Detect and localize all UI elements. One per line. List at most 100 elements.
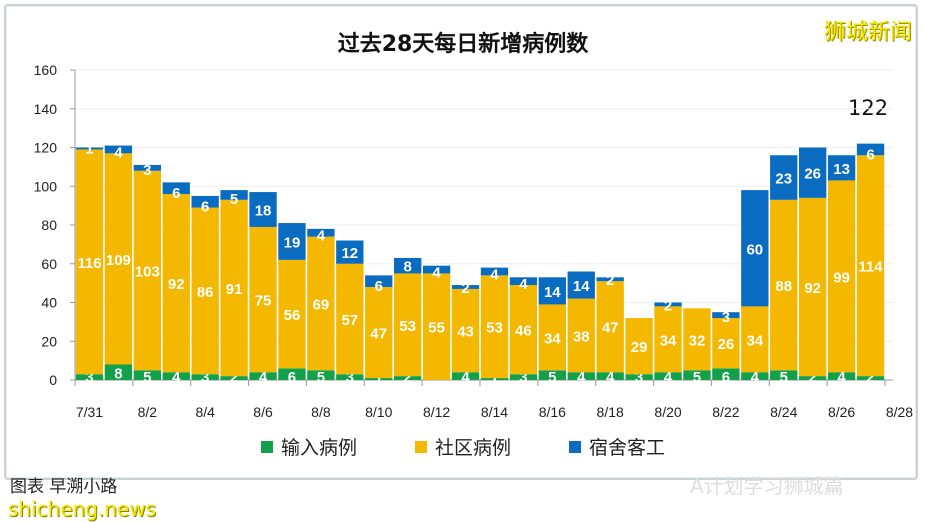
x-tick-label: 8/12 xyxy=(423,404,450,420)
data-label: 60 xyxy=(746,241,763,258)
bar-segment-community xyxy=(509,285,538,375)
bar-segment-community xyxy=(220,199,248,377)
bar-segment-community xyxy=(249,226,277,373)
y-tick-label: 0 xyxy=(49,372,57,388)
bar-segment-imported xyxy=(799,376,827,380)
data-label: 6 xyxy=(201,199,209,216)
bar-segment-imported xyxy=(625,374,653,380)
credit: 图表 早溯小路 xyxy=(10,477,118,497)
data-label: 99 xyxy=(833,269,850,286)
bar-segment-dorm xyxy=(191,195,219,208)
bar-segment-community xyxy=(712,318,740,369)
data-label: 38 xyxy=(573,328,590,345)
data-label: 6 xyxy=(172,185,180,202)
data-label: 4 xyxy=(577,369,586,386)
bar-segment-imported xyxy=(307,370,335,380)
bar-segment-dorm xyxy=(509,277,538,286)
bar-segment-imported xyxy=(365,378,393,380)
bar-segment-imported xyxy=(856,376,885,380)
data-label: 4 xyxy=(837,369,846,386)
bar-segment-imported xyxy=(220,376,248,380)
data-label: 92 xyxy=(168,276,185,293)
bar-segment-imported xyxy=(480,378,509,380)
data-label: 4 xyxy=(664,369,673,386)
data-label: 4 xyxy=(490,266,499,283)
bar-segment-imported xyxy=(336,374,364,380)
bar-segment-imported xyxy=(191,374,219,380)
data-label: 47 xyxy=(602,320,619,337)
data-label: 86 xyxy=(197,284,214,301)
legend-item-dorm: 宿舍客工 xyxy=(569,433,665,460)
data-label: 32 xyxy=(689,332,706,349)
total-annotation: 122 xyxy=(848,96,889,120)
data-label: 12 xyxy=(341,245,358,262)
bar-segment-community xyxy=(422,273,451,380)
data-label: 3 xyxy=(143,162,151,179)
bar-segment-dorm xyxy=(712,312,740,318)
bar-segment-community xyxy=(162,194,190,373)
x-tick-label: 8/18 xyxy=(597,404,624,420)
bar-segment-dorm xyxy=(827,155,856,181)
data-label: 5 xyxy=(780,369,788,386)
data-label: 14 xyxy=(544,284,561,301)
bar-segment-imported xyxy=(770,370,798,380)
bar-segment-community xyxy=(683,308,711,371)
bar-segment-community xyxy=(365,287,393,379)
data-label: 29 xyxy=(631,339,648,356)
data-label: 46 xyxy=(515,323,532,340)
bar-segment-community xyxy=(567,298,595,373)
bar-segment-dorm xyxy=(75,147,104,150)
bar-segment-community xyxy=(538,304,566,371)
bar-segment-community xyxy=(625,318,653,375)
bar-segment-community xyxy=(827,180,856,373)
legend-item-community: 社区病例 xyxy=(414,433,511,460)
bar-segment-dorm xyxy=(856,143,885,156)
data-label: 2 xyxy=(606,272,614,289)
data-label: 18 xyxy=(255,203,272,220)
data-label: 116 xyxy=(77,255,101,272)
data-label: 92 xyxy=(804,280,821,297)
bar-segment-imported xyxy=(249,372,277,380)
x-tick-label: 8/26 xyxy=(828,404,855,420)
bar-segment-community xyxy=(654,306,682,373)
data-label: 8 xyxy=(404,259,412,276)
bar-segment-dorm xyxy=(133,164,161,171)
y-tick-label: 20 xyxy=(41,333,57,349)
bar-segment-dorm xyxy=(596,277,624,282)
data-label: 6 xyxy=(288,369,296,386)
bar-segment-dorm xyxy=(654,302,682,307)
bar-segment-dorm xyxy=(336,240,364,264)
bar-segment-imported xyxy=(827,372,856,380)
bar-segment-community xyxy=(799,197,827,377)
data-label: 43 xyxy=(457,324,474,341)
data-label: 69 xyxy=(313,296,330,313)
y-tick-label: 140 xyxy=(34,101,58,117)
bar-segment-imported xyxy=(712,368,740,380)
data-label: 5 xyxy=(230,191,238,208)
data-label: 5 xyxy=(548,369,556,386)
y-tick-label: 120 xyxy=(34,140,58,156)
data-label: 5 xyxy=(143,369,151,386)
bar-segment-dorm xyxy=(799,147,827,198)
legend-swatch xyxy=(414,440,427,453)
watermark-site: shicheng.news xyxy=(8,497,157,521)
bar-segment-imported xyxy=(509,374,538,380)
bar-segment-community xyxy=(133,170,161,371)
bar-segment-community xyxy=(75,149,104,375)
bar-segment-community xyxy=(856,155,885,377)
bar-segment-community xyxy=(307,236,335,371)
data-label: 2 xyxy=(809,369,817,386)
bar-segment-imported xyxy=(75,374,104,380)
x-tick-label: 8/22 xyxy=(712,404,739,420)
x-tick-label: 8/16 xyxy=(539,404,566,420)
bar-segment-dorm xyxy=(538,277,566,305)
bar-segment-dorm xyxy=(307,228,335,237)
bar-segment-community xyxy=(741,306,769,373)
legend-label: 社区病例 xyxy=(434,437,511,459)
data-label: 19 xyxy=(284,234,301,251)
data-label: 53 xyxy=(486,320,503,337)
bar-segment-imported xyxy=(741,372,769,380)
bar-segment-dorm xyxy=(770,155,798,200)
data-label: 34 xyxy=(660,332,677,349)
